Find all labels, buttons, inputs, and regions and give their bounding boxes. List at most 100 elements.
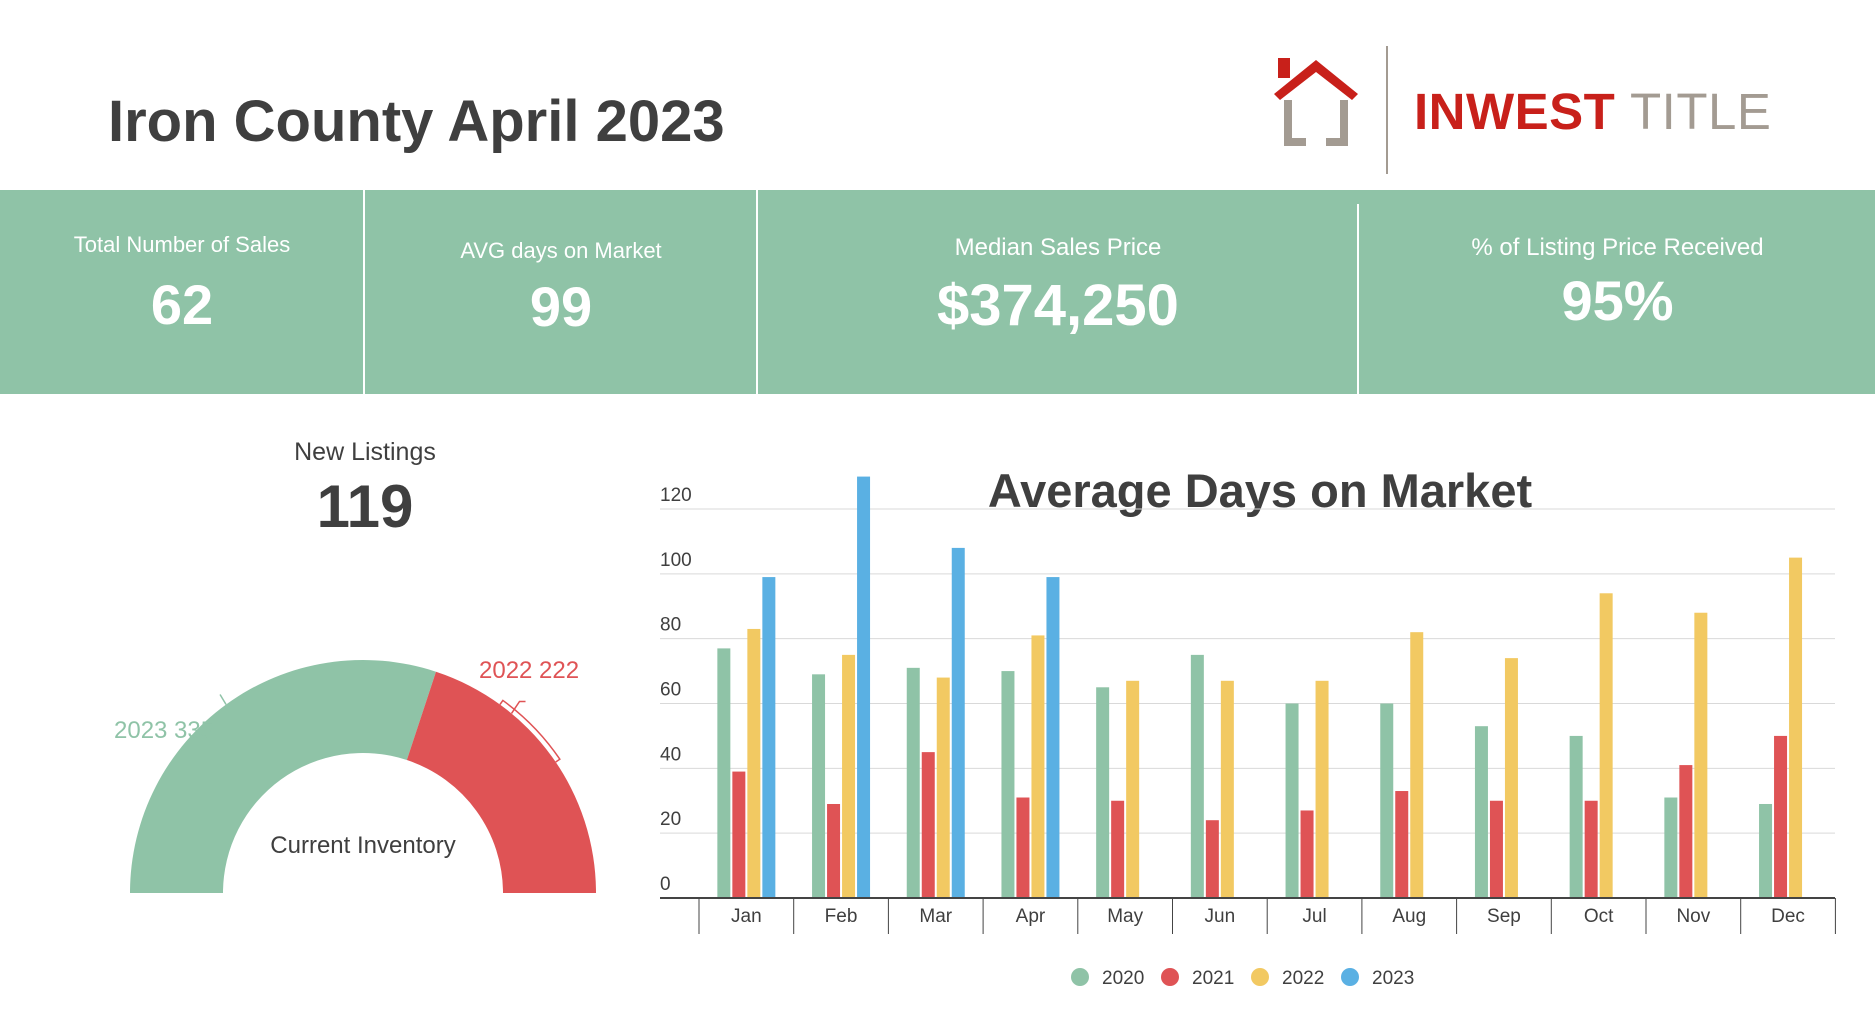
kpi-label: % of Listing Price Received xyxy=(1471,234,1764,261)
gauge-label-2022: 2022 222 xyxy=(479,657,579,684)
x-tick-label: Nov xyxy=(1676,906,1710,927)
bar-2022-jan xyxy=(747,628,761,898)
kpi-label: Median Sales Price xyxy=(954,234,1162,261)
legend-swatch-2020 xyxy=(1071,968,1089,986)
kpi-label: AVG days on Market xyxy=(460,238,662,263)
y-tick-label: 40 xyxy=(660,744,681,765)
bar-2020-oct xyxy=(1569,735,1583,898)
bar-2022-feb xyxy=(842,654,856,898)
bar-2022-oct xyxy=(1599,593,1613,898)
legend-swatch-2021 xyxy=(1161,968,1179,986)
bar-2020-feb xyxy=(812,674,826,898)
kpi-divider xyxy=(756,190,758,394)
new-listings-label: New Listings xyxy=(294,438,436,466)
bar-2021-may xyxy=(1111,800,1125,898)
bar-2020-nov xyxy=(1664,797,1678,898)
avg-days-chart: Average Days on Market 0 20 40 60 80 100 120 Ja… xyxy=(660,464,1836,989)
bar-2021-jan xyxy=(732,771,746,898)
bar-2023-feb xyxy=(857,476,871,898)
kpi-total-sales: Total Number of Sales 62 xyxy=(0,190,364,394)
bar-2021-jun xyxy=(1205,820,1219,898)
kpi-median-price: Median Sales Price $374,250 xyxy=(758,190,1358,394)
gauge-segment-2022 xyxy=(406,671,596,893)
bar-2020-mar xyxy=(906,667,920,898)
bar-2022-may xyxy=(1126,680,1140,898)
y-tick-label: 80 xyxy=(660,615,681,636)
bar-2020-sep xyxy=(1474,726,1488,898)
gauge-leader-2022 xyxy=(510,700,526,714)
x-tick-label: Feb xyxy=(825,906,858,927)
bar-2021-mar xyxy=(921,752,935,898)
bar-2022-aug xyxy=(1410,632,1424,898)
bar-2022-nov xyxy=(1694,612,1708,898)
bar-2021-sep xyxy=(1489,800,1503,898)
bar-2020-jan xyxy=(717,648,731,898)
bar-2023-jan xyxy=(762,577,776,898)
y-tick-label: 120 xyxy=(660,485,692,506)
kpi-value: $374,250 xyxy=(937,273,1179,338)
logo-word-1: INWEST xyxy=(1414,83,1616,140)
x-tick-label: Apr xyxy=(1016,906,1046,927)
gauge-segment-2023 xyxy=(130,660,437,893)
house-icon xyxy=(1268,54,1364,155)
bar-2021-feb xyxy=(827,803,841,898)
x-tick-label: Sep xyxy=(1487,906,1521,927)
x-tick-label: Dec xyxy=(1771,906,1805,927)
legend-label-2021: 2021 xyxy=(1192,968,1234,989)
gauge-label-2023: 2023 335 xyxy=(114,717,214,744)
chart-grid xyxy=(660,508,1835,834)
new-listings-value: 119 xyxy=(316,473,414,540)
bar-2022-apr xyxy=(1031,635,1045,898)
kpi-band: Total Number of Sales 62 AVG days on Mar… xyxy=(0,190,1875,394)
chart-title: Average Days on Market xyxy=(988,464,1533,517)
logo-divider xyxy=(1386,46,1388,174)
bar-2020-may xyxy=(1096,687,1110,898)
x-tick-label: Oct xyxy=(1584,906,1614,927)
bar-2022-dec xyxy=(1789,557,1803,898)
logo-word-2: TITLE xyxy=(1630,83,1772,140)
bar-2023-apr xyxy=(1046,577,1060,898)
y-tick-label: 0 xyxy=(660,874,671,895)
chart-axes: 0 20 40 60 80 100 120 Jan Feb Mar Apr May Jun Jul Aug S… xyxy=(660,485,1836,934)
chart-bars xyxy=(717,476,1803,898)
y-tick-label: 20 xyxy=(660,809,681,830)
bar-2021-aug xyxy=(1395,791,1409,898)
kpi-divider xyxy=(1357,204,1359,394)
kpi-divider xyxy=(363,190,365,394)
bar-2023-mar xyxy=(951,547,965,898)
bar-2022-jun xyxy=(1220,680,1234,898)
company-logo: INWEST TITLE xyxy=(1268,44,1771,176)
gauge-leader-2023 xyxy=(219,694,227,705)
page-title: Iron County April 2023 xyxy=(108,89,725,154)
y-tick-label: 60 xyxy=(660,680,681,701)
bar-2021-dec xyxy=(1774,735,1788,898)
bar-2021-nov xyxy=(1679,765,1693,898)
bar-2020-aug xyxy=(1380,703,1394,898)
logo-wordmark: INWEST TITLE xyxy=(1414,82,1771,141)
bar-2022-sep xyxy=(1504,658,1518,898)
gauge-center-label: Current Inventory xyxy=(270,832,455,859)
x-tick-label: Aug xyxy=(1392,906,1426,927)
x-tick-label: Jun xyxy=(1205,906,1236,927)
kpi-value: 62 xyxy=(150,273,214,336)
gauge-highlight-bracket xyxy=(499,699,561,763)
x-tick-label: Mar xyxy=(919,906,952,927)
kpi-listing-price-received: % of Listing Price Received 95% xyxy=(1360,190,1875,394)
kpi-value: 99 xyxy=(529,275,593,338)
kpi-value: 95% xyxy=(1561,269,1674,332)
x-tick-label: Jul xyxy=(1302,906,1326,927)
kpi-avg-days: AVG days on Market 99 xyxy=(366,190,756,394)
y-tick-label: 100 xyxy=(660,550,692,571)
legend-label-2020: 2020 xyxy=(1102,968,1144,989)
bar-2020-jun xyxy=(1190,654,1204,898)
bar-2022-jul xyxy=(1315,680,1329,898)
bar-2020-dec xyxy=(1759,803,1773,898)
x-tick-label: Jan xyxy=(731,906,762,927)
bar-2021-oct xyxy=(1584,800,1598,898)
chart-legend: 2020 2021 2022 2023 xyxy=(1071,968,1414,989)
bar-2021-apr xyxy=(1016,797,1030,898)
bar-2022-mar xyxy=(936,677,950,898)
legend-swatch-2022 xyxy=(1251,968,1269,986)
kpi-label: Total Number of Sales xyxy=(73,232,291,257)
x-tick-label: May xyxy=(1107,906,1143,927)
